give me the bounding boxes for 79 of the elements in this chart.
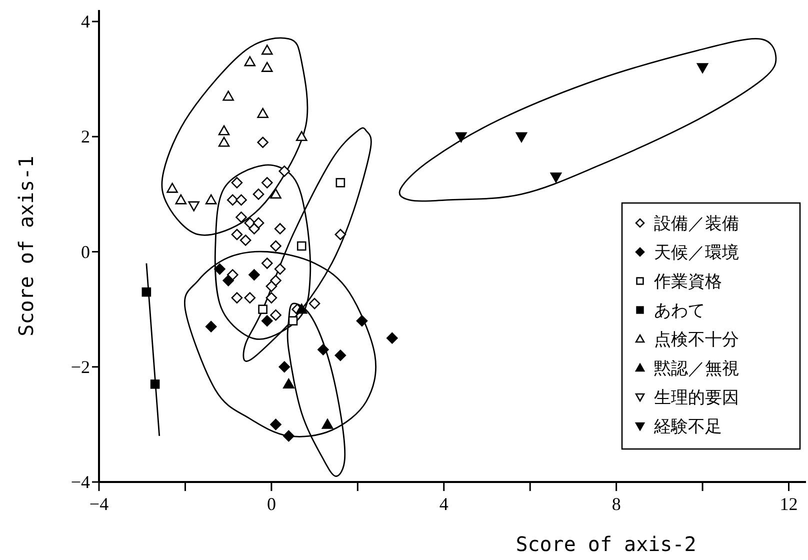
- point: [261, 44, 273, 55]
- point: [261, 258, 273, 269]
- point: [252, 188, 264, 200]
- point: [308, 298, 320, 310]
- point: [222, 274, 234, 286]
- x-tick-label: 8: [612, 494, 621, 514]
- point: [236, 212, 247, 223]
- x-axis-title: Score of axis-2: [516, 532, 696, 556]
- point: [386, 332, 398, 344]
- point: [261, 315, 273, 326]
- legend-label: 天候／環境: [654, 243, 739, 263]
- point: [296, 130, 308, 142]
- point: [248, 269, 260, 280]
- point: [296, 304, 308, 314]
- point: [244, 292, 256, 304]
- point: [278, 361, 290, 373]
- y-tick-label: 2: [81, 126, 90, 147]
- x-tick-label: 0: [266, 494, 276, 514]
- point: [240, 234, 252, 246]
- point: [334, 228, 346, 240]
- point: [266, 280, 278, 292]
- point: [231, 177, 243, 188]
- point: [166, 182, 178, 193]
- point: [278, 166, 290, 177]
- point: [270, 418, 282, 430]
- y-tick-label: −4: [70, 472, 90, 492]
- point: [270, 309, 282, 321]
- y-tick-label: 0: [81, 242, 90, 262]
- point: [261, 62, 273, 72]
- point: [270, 240, 282, 252]
- point: [257, 136, 268, 148]
- point: [274, 263, 286, 275]
- point: [218, 125, 230, 136]
- point: [205, 320, 217, 332]
- legend-label: 黙認／無視: [654, 359, 739, 379]
- point: [222, 90, 234, 101]
- point: [214, 263, 226, 275]
- point: [231, 228, 243, 240]
- point: [270, 274, 282, 286]
- point: [244, 56, 256, 66]
- point: [296, 241, 306, 251]
- legend-label: 作業資格: [653, 272, 722, 292]
- y-tick-label: −2: [70, 356, 90, 377]
- point: [274, 223, 286, 234]
- legend-label: あわて: [654, 301, 705, 321]
- point: [257, 108, 268, 118]
- point: [142, 287, 152, 297]
- point: [455, 132, 467, 142]
- point: [336, 178, 346, 188]
- x-tick-label: 4: [439, 494, 448, 514]
- x-tick-label: 12: [780, 494, 798, 514]
- legend-label: 点検不十分: [654, 330, 739, 350]
- point: [266, 292, 278, 304]
- point: [283, 430, 294, 442]
- point: [248, 223, 260, 234]
- legend-label: 設備／装備: [654, 214, 739, 234]
- y-tick-label: 4: [81, 12, 90, 32]
- legend-label: 経験不足: [653, 417, 722, 437]
- point: [356, 315, 368, 326]
- point: [288, 316, 298, 326]
- point: [205, 194, 217, 204]
- point: [550, 172, 562, 183]
- legend-label: 生理的要因: [654, 388, 739, 408]
- point: [236, 194, 247, 206]
- point: [283, 378, 294, 389]
- point: [696, 63, 708, 74]
- point: [318, 344, 329, 356]
- point: [322, 418, 334, 429]
- point: [226, 194, 238, 206]
- point: [175, 194, 187, 204]
- point: [516, 132, 528, 142]
- point: [261, 177, 273, 188]
- point: [258, 304, 268, 314]
- point: [150, 379, 160, 389]
- point: [218, 136, 230, 147]
- point: [334, 350, 346, 362]
- y-axis-title: Score of axis-1: [14, 156, 38, 336]
- point: [270, 188, 282, 199]
- point: [231, 292, 243, 304]
